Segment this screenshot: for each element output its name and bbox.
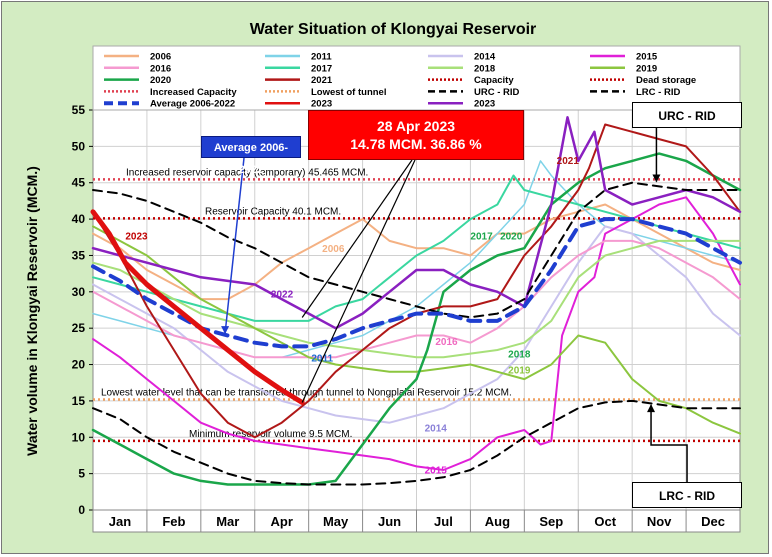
reference-line-label: Increased reservoir capacity (temporary)… bbox=[126, 167, 368, 178]
x-tick-label: Mar bbox=[216, 514, 239, 529]
latest-value-callout: 28 Apr 2023 14.78 MCM. 36.86 % bbox=[308, 110, 524, 160]
urc-rid-text: URC - RID bbox=[658, 109, 716, 123]
legend-label: Increased Capacity bbox=[150, 87, 237, 98]
legend-label: 2020 bbox=[150, 75, 171, 86]
y-tick-label: 20 bbox=[72, 358, 86, 372]
legend: 2006 2011 2014 2015 2016 2017 2018 2019 2020 2021… bbox=[92, 45, 741, 111]
legend-box bbox=[92, 45, 741, 111]
latest-value-leader bbox=[301, 159, 416, 403]
series-line bbox=[91, 116, 742, 330]
series-label: 2020 bbox=[500, 231, 523, 242]
y-tick-label: 45 bbox=[72, 176, 86, 190]
legend-label: 2006 bbox=[150, 52, 171, 63]
legend-label: 2023 bbox=[474, 99, 495, 110]
x-tick-label: Jul bbox=[434, 514, 453, 529]
y-tick-label: 30 bbox=[72, 285, 86, 299]
legend-label: Dead storage bbox=[636, 75, 696, 86]
series-label: 2019 bbox=[508, 365, 531, 376]
series-label: 2016 bbox=[435, 337, 458, 348]
series-line bbox=[92, 239, 741, 359]
series-line bbox=[90, 209, 305, 405]
lrc-rid-text: LRC - RID bbox=[659, 489, 715, 503]
urc-rid-callout: URC - RID bbox=[632, 102, 742, 128]
urc-rid-arrowhead bbox=[652, 174, 661, 183]
y-axis-ticks: 0 5 10 15 20 25 30 35 40 45 50 55 bbox=[72, 103, 93, 517]
series-line bbox=[92, 181, 741, 319]
x-tick-label: Jun bbox=[378, 514, 401, 529]
lrc-rid-callout: LRC - RID bbox=[632, 482, 742, 508]
chart-title: Water Situation of Klongyai Reservoir bbox=[250, 21, 537, 38]
series-label: 2018 bbox=[508, 349, 531, 360]
average-callout: Average 2006-2022 bbox=[201, 136, 301, 176]
series-label: 2023 bbox=[125, 231, 148, 242]
x-tick-label: Jan bbox=[109, 514, 131, 529]
series-label: 2006 bbox=[322, 244, 345, 255]
x-tick-label: Aug bbox=[485, 514, 510, 529]
legend-label: Lowest of tunnel bbox=[311, 87, 386, 98]
legend-label: Capacity bbox=[474, 75, 514, 86]
x-tick-label: Nov bbox=[647, 514, 672, 529]
lrc-rid-leader bbox=[650, 405, 688, 482]
x-tick-label: Sep bbox=[539, 514, 563, 529]
series-line bbox=[92, 225, 741, 424]
legend-label: LRC - RID bbox=[636, 87, 680, 98]
legend-label: 2019 bbox=[636, 63, 657, 74]
series-label: 2015 bbox=[425, 466, 448, 477]
series-label: 2017 bbox=[470, 231, 493, 242]
series-line bbox=[92, 196, 741, 471]
y-tick-label: 5 bbox=[78, 467, 85, 481]
average-callout-arrowhead bbox=[221, 326, 230, 335]
y-tick-label: 50 bbox=[72, 139, 86, 153]
x-tick-label: Oct bbox=[594, 514, 616, 529]
average-callout-leader bbox=[224, 157, 245, 334]
legend-label: Average 2006-2022 bbox=[150, 99, 235, 110]
series-label: 2022 bbox=[271, 290, 294, 301]
annotation-leaders bbox=[221, 128, 688, 482]
x-tick-label: May bbox=[323, 514, 349, 529]
legend-label: 2014 bbox=[474, 52, 496, 63]
reference-line-label: Reservoir Capacity 40.1 MCM. bbox=[205, 206, 341, 217]
series-line bbox=[91, 152, 742, 486]
y-tick-label: 35 bbox=[72, 248, 86, 262]
series-line bbox=[92, 239, 741, 359]
series-label: 2014 bbox=[425, 423, 448, 434]
y-tick-label: 15 bbox=[72, 394, 86, 408]
y-tick-label: 25 bbox=[72, 321, 86, 335]
series-label: 2021 bbox=[557, 156, 580, 167]
y-tick-label: 10 bbox=[72, 430, 86, 444]
legend-label: 2017 bbox=[311, 63, 332, 74]
average-callout-text: Average 2006-2022 bbox=[213, 142, 289, 176]
x-tick-label: Dec bbox=[701, 514, 725, 529]
legend-label: URC - RID bbox=[474, 87, 520, 98]
latest-volume: 14.78 MCM. 36.86 % bbox=[350, 136, 482, 152]
reference-line-label: Minimum reservoir volume 9.5 MCM. bbox=[189, 429, 352, 440]
legend-label: 2015 bbox=[636, 52, 658, 63]
legend-label: 2016 bbox=[150, 63, 171, 74]
latest-date: 28 Apr 2023 bbox=[376, 118, 456, 134]
legend-label: 2023 bbox=[311, 99, 332, 110]
series-line bbox=[92, 225, 741, 435]
series-line bbox=[92, 399, 741, 486]
x-tick-label: Apr bbox=[271, 514, 293, 529]
legend-label: 2018 bbox=[474, 63, 495, 74]
latest-value-leader bbox=[301, 159, 413, 318]
y-axis-label: Water volume in Klongyai Reservoir (MCM.… bbox=[24, 166, 40, 456]
x-axis: Jan Feb Mar Apr May Jun Jul Aug Sep Oct Nov Dec bbox=[92, 509, 741, 533]
y-tick-label: 0 bbox=[78, 503, 85, 517]
x-tick-label: Feb bbox=[162, 514, 185, 529]
series-lines bbox=[90, 116, 742, 486]
legend-label: 2011 bbox=[311, 52, 332, 63]
y-tick-label: 55 bbox=[72, 103, 86, 117]
legend-label: 2021 bbox=[311, 75, 333, 86]
lrc-rid-arrowhead bbox=[647, 404, 656, 413]
y-tick-label: 40 bbox=[72, 212, 86, 226]
